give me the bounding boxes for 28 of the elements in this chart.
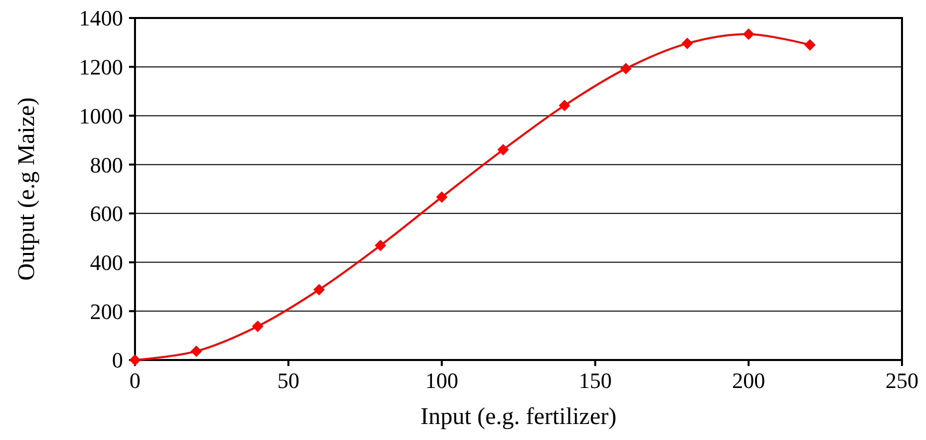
x-axis-title: Input (e.g. fertilizer) xyxy=(420,404,616,430)
y-tick-label: 600 xyxy=(90,201,123,226)
y-tick-label: 1200 xyxy=(79,54,123,80)
x-tick-label: 150 xyxy=(578,368,612,393)
x-tick-label: 200 xyxy=(732,368,766,393)
point xyxy=(498,144,509,156)
x-tick-label: 100 xyxy=(425,368,458,393)
y-axis-title: Output (e.g Maize) xyxy=(14,97,40,281)
y-tick-label: 400 xyxy=(90,250,123,275)
y-tick-label: 200 xyxy=(90,298,123,324)
x-tick-label: 50 xyxy=(277,368,300,393)
x-tick-label: 0 xyxy=(130,368,140,393)
point xyxy=(314,284,325,296)
point xyxy=(743,28,754,40)
point xyxy=(252,320,264,332)
point xyxy=(620,63,632,74)
y-tick-label: 800 xyxy=(90,152,123,178)
point xyxy=(436,192,448,203)
y-tick-label: 0 xyxy=(112,348,123,373)
point xyxy=(682,38,693,49)
y-tick-label: 1400 xyxy=(79,6,123,31)
x-tick-label: 250 xyxy=(886,368,918,393)
point xyxy=(190,346,202,357)
y-tick-label: 1000 xyxy=(79,103,123,128)
point xyxy=(804,39,816,50)
point xyxy=(130,354,140,366)
point xyxy=(559,100,570,111)
point xyxy=(374,240,386,251)
